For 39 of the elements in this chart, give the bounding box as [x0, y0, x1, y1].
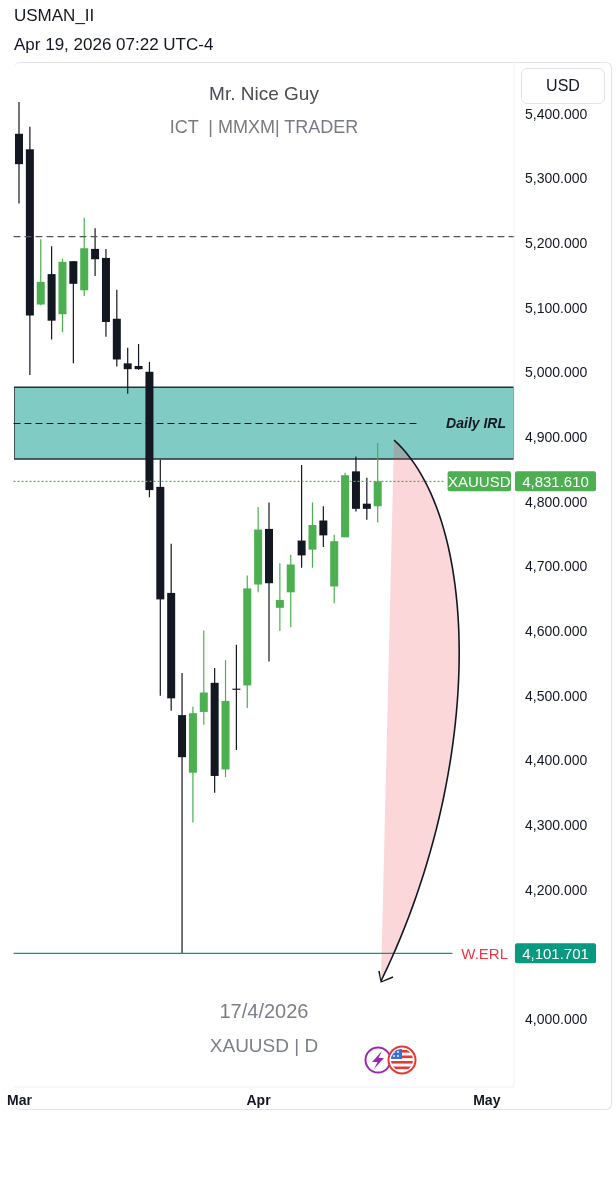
x-tick-label: Mar	[6, 1091, 33, 1108]
text: ICT | MMXM| TRADER	[168, 117, 360, 138]
text: USMAN_II	[14, 6, 95, 26]
y-tick-label: 5,300.000	[525, 170, 588, 187]
text: 4,831.610	[522, 472, 589, 490]
candlestick	[319, 505, 328, 548]
y-tick-label: 4,900.000	[525, 428, 588, 445]
ref-line-label: XAUUSD	[448, 472, 511, 490]
candlestick	[134, 343, 143, 371]
candlestick	[362, 477, 371, 521]
x-tick-label: Apr	[246, 1091, 272, 1108]
candlestick	[199, 629, 208, 726]
candlestick	[297, 464, 306, 569]
y-tick-label: 4,200.000	[525, 881, 588, 898]
y-tick-label: 4,000.000	[525, 1011, 588, 1027]
candlestick	[69, 260, 78, 364]
candlestick	[123, 347, 132, 395]
y-tick-label: 4,600.000	[525, 622, 588, 639]
ref-line-label: Daily IRL	[446, 415, 506, 432]
y-tick-label: 4,500.000	[525, 687, 588, 704]
ref-line-label: W.ERL	[461, 944, 508, 962]
x-tick-label: May	[473, 1091, 501, 1108]
y-tick-label: 5,100.000	[525, 299, 588, 316]
candlestick	[91, 227, 100, 277]
y-axis-title: USD	[546, 77, 580, 95]
annotation: XAUUSD | D	[208, 1035, 320, 1057]
y-tick-label: 4,400.000	[525, 752, 588, 769]
y-tick-label: 4,700.000	[525, 558, 588, 575]
candlestick	[275, 562, 284, 632]
y-tick-label: 4,300.000	[525, 816, 588, 833]
text: Mr. Nice Guy	[208, 83, 320, 105]
y-tick-label: 5,400.000	[525, 105, 588, 122]
y-tick-label: 5,000.000	[525, 364, 588, 381]
text: Apr 19, 2026 07:22 UTC-4	[14, 35, 214, 55]
annotation: 17/4/2026	[218, 1000, 310, 1023]
y-tick-label: 4,800.000	[525, 493, 588, 510]
text: 4,101.701	[522, 944, 589, 962]
candlestick	[36, 238, 45, 306]
y-tick-label: 5,200.000	[525, 234, 588, 251]
